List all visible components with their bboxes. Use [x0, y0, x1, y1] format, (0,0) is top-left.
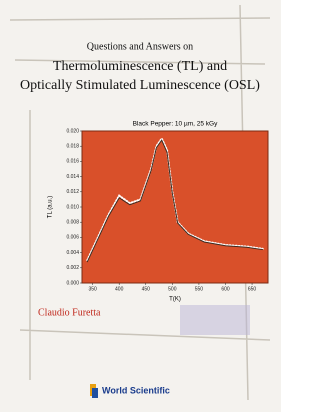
x-tick-label: 600 [221, 286, 230, 292]
y-axis-label: TL (a.u.) [48, 196, 54, 218]
title-line: Thermoluminescence (TL) and [53, 59, 227, 74]
y-tick-label: 0.010 [66, 204, 79, 210]
x-tick-label: 550 [195, 286, 204, 292]
y-tick-label: 0.014 [66, 174, 79, 180]
book-cover: Questions and Answers on Thermoluminesce… [0, 0, 281, 412]
chart-title: Black Pepper: 10 µm, 25 kGy [133, 121, 218, 128]
publisher: World Scientific [102, 385, 170, 395]
x-tick-label: 500 [168, 286, 177, 292]
color-patch [180, 305, 250, 335]
y-tick-label: 0.012 [66, 189, 79, 195]
x-tick-label: 650 [248, 286, 257, 292]
title-line: Optically Stimulated Luminescence (OSL) [20, 78, 260, 93]
x-tick-label: 400 [115, 286, 124, 292]
y-tick-label: 0.006 [66, 235, 79, 241]
y-tick-label: 0.000 [66, 280, 79, 286]
y-tick-label: 0.004 [66, 250, 79, 256]
x-axis-label: T(K) [169, 297, 181, 303]
page: Questions and Answers on Thermoluminesce… [0, 0, 281, 412]
x-tick-label: 450 [142, 286, 151, 292]
y-tick-label: 0.020 [66, 128, 79, 134]
x-tick-label: 350 [88, 286, 97, 292]
kicker: Questions and Answers on [87, 41, 193, 52]
author: Claudio Furetta [38, 307, 101, 318]
y-tick-label: 0.016 [66, 159, 79, 165]
y-tick-label: 0.002 [66, 265, 79, 271]
y-tick-label: 0.008 [66, 220, 79, 226]
y-tick-label: 0.018 [66, 144, 79, 150]
